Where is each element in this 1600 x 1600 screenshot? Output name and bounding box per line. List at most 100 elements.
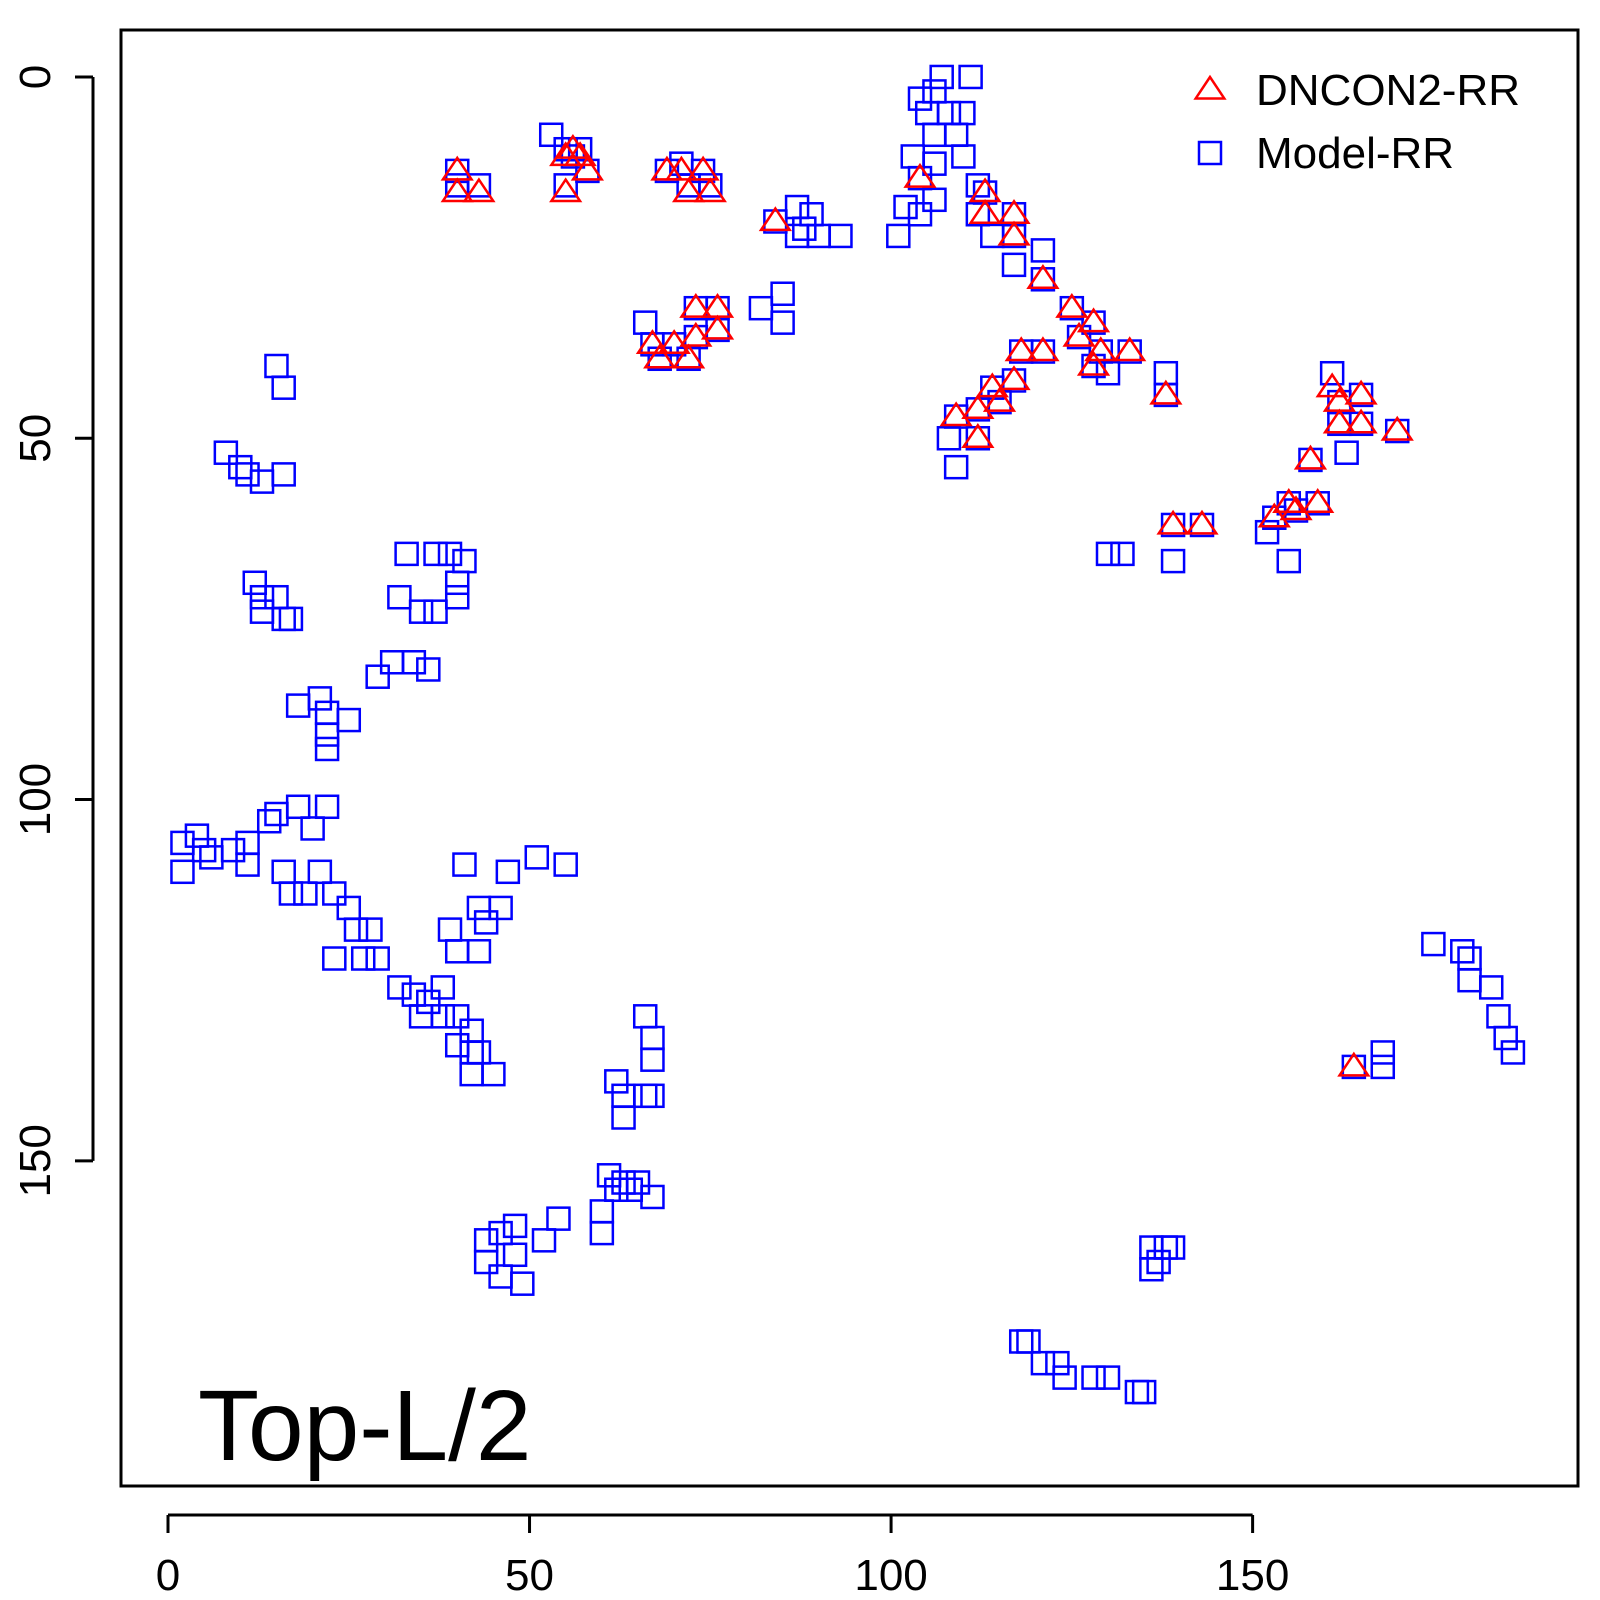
dncon2-rr-point xyxy=(679,292,713,318)
model-rr-point xyxy=(799,202,824,227)
model-rr-point xyxy=(951,100,976,126)
model-rr-point xyxy=(538,122,564,148)
model-rr-point xyxy=(416,657,441,682)
model-rr-point xyxy=(806,223,832,249)
model-rr-point xyxy=(452,548,477,574)
model-rr-point xyxy=(466,939,492,964)
model-rr-point xyxy=(191,837,217,863)
model-rr-point xyxy=(170,830,195,856)
model-rr-point xyxy=(502,1242,528,1268)
model-rr-point xyxy=(936,100,962,126)
model-rr-point xyxy=(943,122,969,148)
model-rr-point xyxy=(1001,252,1027,278)
dncon2-rr-point xyxy=(1026,336,1060,362)
dncon2-rr-point xyxy=(997,220,1031,246)
model-rr-point xyxy=(1478,975,1504,1000)
model-rr-point xyxy=(907,202,933,227)
dncon2-rr-point xyxy=(671,343,706,369)
model-rr-point xyxy=(886,223,911,249)
model-rr-point xyxy=(459,1061,484,1087)
dncon2-rr-point xyxy=(1055,292,1089,318)
model-rr-point xyxy=(828,223,853,249)
dncon2-rr-point xyxy=(635,329,670,355)
dncon2-rr-point xyxy=(1272,488,1306,513)
legend: DNCON2-RR Model-RR xyxy=(1193,66,1520,178)
model-rr-point xyxy=(314,794,340,820)
model-rr-point xyxy=(929,64,954,90)
dncon2-rr-point xyxy=(758,206,793,232)
model-rr-point xyxy=(271,462,296,487)
x-tick-label: 150 xyxy=(1216,1551,1289,1600)
model-rr-point xyxy=(401,650,427,675)
dncon2-rr-point xyxy=(1301,488,1335,513)
model-rr-point xyxy=(1139,1256,1164,1282)
model-rr-point xyxy=(1081,1365,1106,1390)
model-rr-point xyxy=(423,541,448,567)
dncon2-rr-point xyxy=(961,394,995,420)
model-rr-point xyxy=(1110,541,1135,567)
model-rr-point xyxy=(1197,140,1223,166)
model-rr-point xyxy=(473,1249,499,1275)
series-triangle xyxy=(440,133,1414,1077)
model-rr-point xyxy=(770,310,795,335)
dncon2-rr-point xyxy=(1113,336,1147,362)
model-rr-point xyxy=(285,794,311,820)
model-rr-point xyxy=(611,1083,636,1109)
model-rr-point xyxy=(589,1220,615,1246)
model-rr-point xyxy=(466,895,492,921)
dncon2-rr-point xyxy=(1322,408,1357,434)
model-rr-point xyxy=(1030,238,1056,263)
model-rr-point xyxy=(481,1061,506,1087)
model-rr-point xyxy=(943,454,969,480)
model-rr-point xyxy=(285,693,311,718)
model-rr-point xyxy=(184,823,210,848)
model-rr-point xyxy=(1052,1365,1077,1390)
model-rr-point xyxy=(408,599,434,624)
dncon2-rr-point xyxy=(679,321,713,347)
model-rr-point xyxy=(524,845,550,870)
model-rr-point xyxy=(640,1047,665,1072)
model-rr-point xyxy=(965,202,991,227)
model-rr-point xyxy=(264,353,289,379)
model-rr-point xyxy=(922,79,947,104)
dncon2-rr-point xyxy=(556,133,590,159)
legend-label: DNCON2-RR xyxy=(1256,66,1520,115)
model-rr-point xyxy=(242,570,268,596)
model-rr-point xyxy=(293,881,318,906)
legend-item: DNCON2-RR xyxy=(1193,66,1520,115)
dncon2-rr-point xyxy=(1076,350,1111,376)
model-rr-point xyxy=(278,606,304,632)
model-rr-point xyxy=(1030,1350,1056,1376)
model-rr-point xyxy=(611,1105,636,1130)
model-rr-point xyxy=(488,1220,513,1246)
model-rr-point xyxy=(307,859,333,885)
model-rr-point xyxy=(698,173,723,198)
model-rr-point xyxy=(235,852,260,877)
dncon2-rr-point xyxy=(968,199,1002,224)
model-rr-point xyxy=(437,917,463,942)
model-rr-point xyxy=(640,1083,665,1109)
model-rr-point xyxy=(365,946,390,971)
panel-annotation: Top-L/2 xyxy=(198,1370,532,1482)
model-rr-point xyxy=(358,917,383,942)
model-rr-point xyxy=(1334,440,1359,465)
model-rr-point xyxy=(604,1177,629,1202)
dncon2-rr-point xyxy=(1293,444,1328,470)
model-rr-point xyxy=(423,599,448,624)
model-rr-point xyxy=(213,440,239,465)
model-rr-point xyxy=(1016,1329,1041,1354)
model-rr-point xyxy=(1008,1329,1034,1354)
dncon2-rr-point xyxy=(549,177,583,203)
model-rr-point xyxy=(314,736,340,762)
model-rr-point xyxy=(444,584,470,610)
model-rr-point xyxy=(300,816,325,841)
dncon2-rr-point xyxy=(903,162,937,188)
model-rr-point xyxy=(387,975,412,1000)
model-rr-point xyxy=(596,1163,622,1188)
dncon2-rr-point xyxy=(686,155,720,181)
model-rr-point xyxy=(531,1228,557,1253)
model-rr-point xyxy=(401,982,427,1007)
model-rr-point xyxy=(350,946,376,971)
series-square xyxy=(170,64,1526,1405)
model-rr-point xyxy=(488,1264,513,1289)
